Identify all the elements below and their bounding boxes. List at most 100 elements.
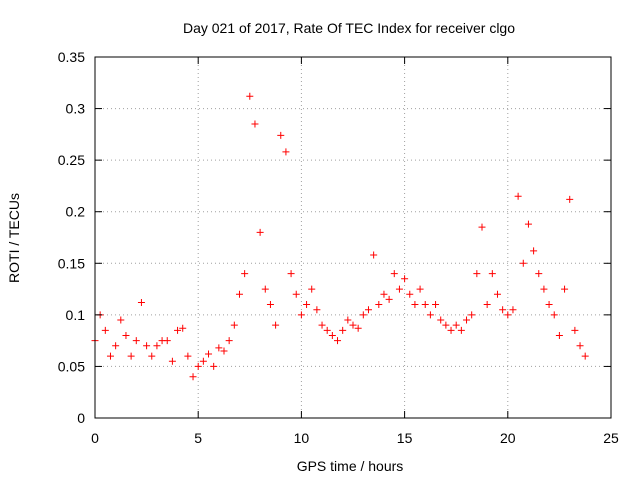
data-point <box>287 270 295 278</box>
data-point <box>179 324 187 332</box>
y-tick-label: 0 <box>77 410 85 426</box>
axis-ticks: 0 5 10 15 20 25 0 0.05 0.1 0.15 0.2 0.25 0.3 0.35 <box>58 49 619 446</box>
x-tick-label: 25 <box>603 430 619 446</box>
data-point <box>514 192 522 200</box>
data-point <box>411 301 419 309</box>
data-point <box>509 306 517 314</box>
data-point <box>550 311 558 319</box>
data-point <box>251 120 259 128</box>
data-point <box>292 290 300 298</box>
x-tick-label: 5 <box>194 430 202 446</box>
x-tick-label: 0 <box>91 430 99 446</box>
data-point <box>303 301 311 309</box>
chart-title: Day 021 of 2017, Rate Of TEC Index for r… <box>183 20 515 36</box>
data-point <box>194 362 202 370</box>
data-point <box>122 331 130 339</box>
data-point <box>328 331 336 339</box>
data-point <box>127 352 135 360</box>
data-point <box>576 342 584 350</box>
y-tick-label: 0.35 <box>58 49 85 65</box>
data-point <box>137 298 145 306</box>
data-point <box>457 326 465 334</box>
data-point <box>168 357 176 365</box>
data-point <box>256 228 264 236</box>
data-point <box>261 285 269 293</box>
data-point <box>524 220 532 228</box>
data-point <box>323 326 331 334</box>
y-tick-label: 0.15 <box>58 255 85 271</box>
data-point <box>406 290 414 298</box>
data-point <box>385 295 393 303</box>
data-point <box>447 326 455 334</box>
x-tick-label: 15 <box>397 430 413 446</box>
data-point <box>432 301 440 309</box>
data-point <box>468 311 476 319</box>
data-point <box>117 316 125 324</box>
data-point <box>488 270 496 278</box>
data-point <box>148 352 156 360</box>
data-point <box>359 311 367 319</box>
data-point <box>220 347 228 355</box>
y-tick-label: 0.3 <box>66 101 86 117</box>
data-point <box>241 270 249 278</box>
data-point <box>370 251 378 259</box>
data-point <box>189 373 197 381</box>
data-point <box>297 311 305 319</box>
data-point <box>101 326 109 334</box>
data-point <box>132 337 140 345</box>
data-point <box>153 342 161 350</box>
data-point <box>421 301 429 309</box>
data-point <box>308 285 316 293</box>
data-point <box>318 321 326 329</box>
data-point <box>566 195 574 203</box>
data-point <box>416 285 424 293</box>
data-point <box>571 326 579 334</box>
y-tick-label: 0.25 <box>58 152 85 168</box>
y-tick-label: 0.1 <box>66 307 86 323</box>
data-point <box>277 131 285 139</box>
data-point <box>375 301 383 309</box>
data-point <box>364 306 372 314</box>
data-point <box>426 311 434 319</box>
data-point <box>463 316 471 324</box>
data-point <box>235 290 243 298</box>
data-point <box>561 285 569 293</box>
data-point <box>199 357 207 365</box>
data-point <box>349 321 357 329</box>
x-axis-title: GPS time / hours <box>297 458 404 474</box>
plot-frame <box>94 56 612 419</box>
data-point <box>390 270 398 278</box>
data-point <box>452 321 460 329</box>
data-point <box>530 247 538 255</box>
data-point <box>143 342 151 350</box>
data-point <box>504 311 512 319</box>
data-point <box>380 290 388 298</box>
grid <box>95 57 611 418</box>
data-point <box>163 337 171 345</box>
data-point <box>483 301 491 309</box>
data-point <box>225 337 233 345</box>
data-point <box>545 301 553 309</box>
data-point <box>112 342 120 350</box>
data-point <box>519 259 527 267</box>
data-point <box>272 321 280 329</box>
data-point <box>354 324 362 332</box>
data-point <box>266 301 274 309</box>
data-point <box>246 92 254 100</box>
data-point <box>344 316 352 324</box>
data-point <box>555 331 563 339</box>
data-point <box>174 326 182 334</box>
data-point <box>230 321 238 329</box>
x-tick-label: 10 <box>294 430 310 446</box>
data-point <box>395 285 403 293</box>
data-point <box>339 326 347 334</box>
data-point <box>473 270 481 278</box>
data-point <box>334 337 342 345</box>
data-point <box>210 362 218 370</box>
y-axis-title: ROTI / TECUs <box>6 193 22 283</box>
data-point <box>442 321 450 329</box>
data-point <box>478 223 486 231</box>
data-point <box>540 285 548 293</box>
data-point <box>581 352 589 360</box>
